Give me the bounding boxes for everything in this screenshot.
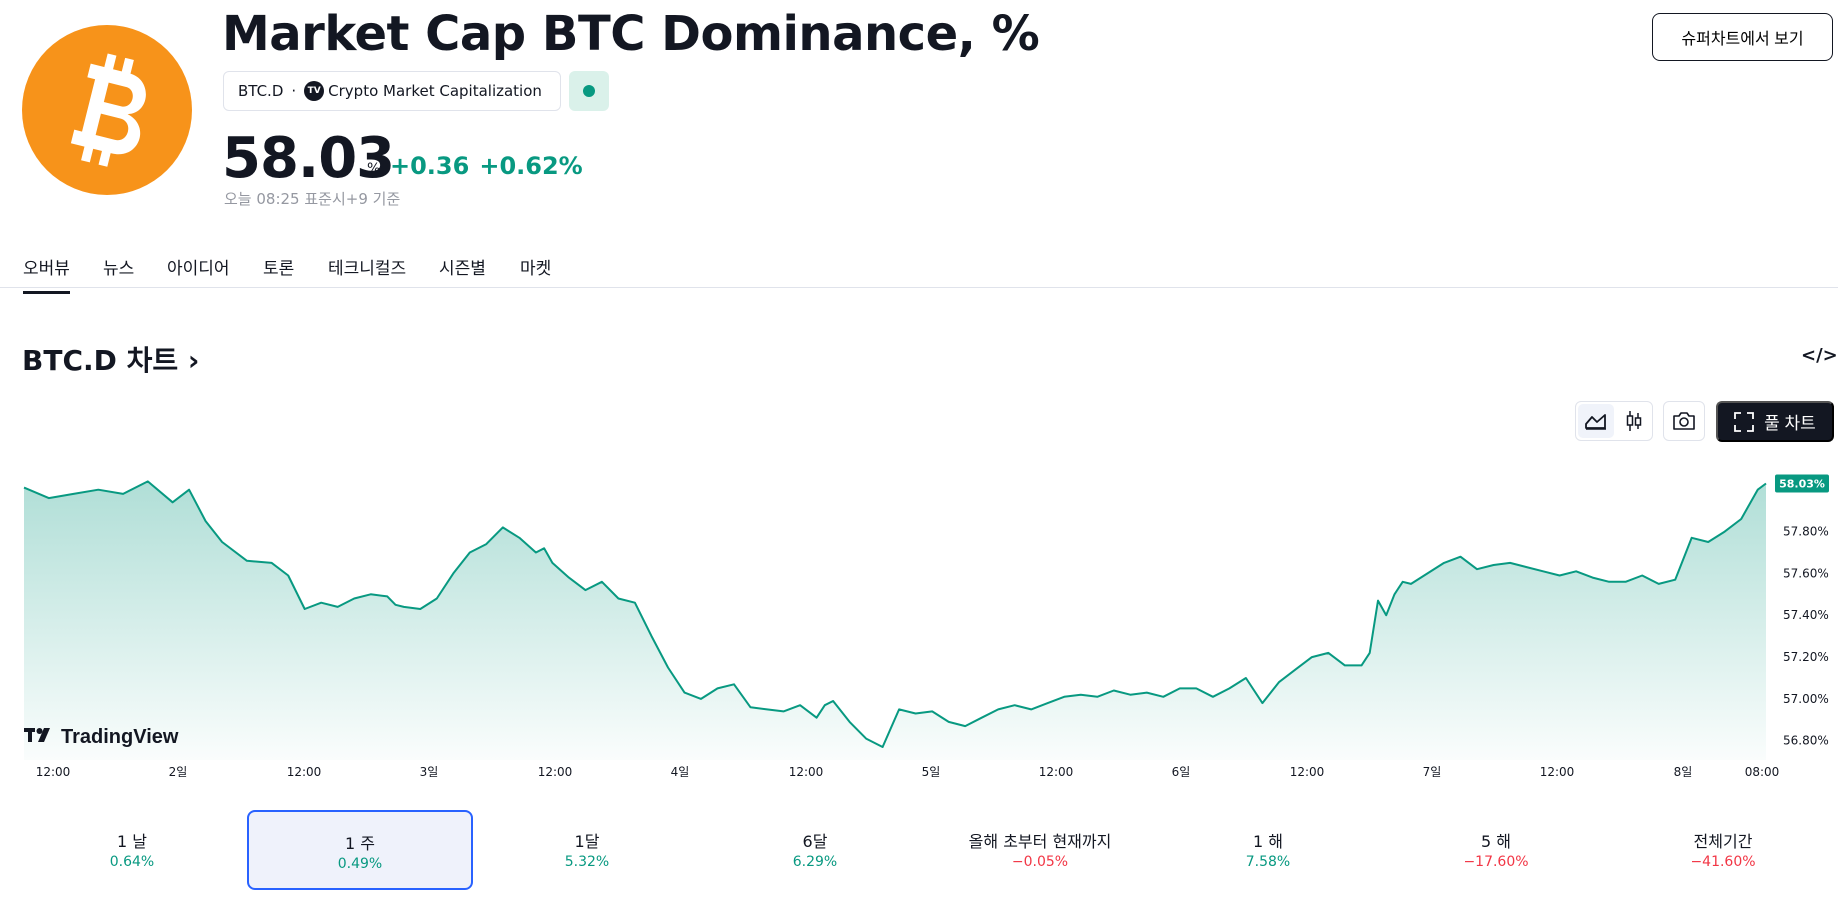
change-percent: +0.62% — [479, 152, 583, 180]
period-6[interactable]: 5 해 −17.60% — [1383, 810, 1609, 890]
period-change: −0.05% — [1011, 854, 1069, 870]
x-tick-label: 12:00 — [538, 765, 573, 779]
x-tick-label: 8일 — [1674, 765, 1693, 779]
bitcoin-logo — [22, 25, 192, 195]
symbol-ticker: BTC.D — [238, 82, 284, 100]
y-tick-label: 57.80% — [1783, 525, 1829, 539]
tab-overview[interactable]: 오버뷰 — [23, 254, 70, 294]
area-chart-button[interactable] — [1578, 404, 1614, 438]
x-axis: 12:00 2일 12:00 3일 12:00 4일 12:00 5일 12:00 6일 12:00… — [36, 765, 1780, 779]
x-tick-label: 12:00 — [287, 765, 322, 779]
period-change: 0.64% — [109, 854, 155, 870]
price-timestamp: 오늘 08:25 표준시+9 기준 — [224, 190, 401, 208]
area-chart-icon — [1585, 414, 1606, 430]
y-tick-label: 57.20% — [1783, 650, 1829, 664]
y-tick-label: 57.60% — [1783, 566, 1829, 580]
tradingview-watermark[interactable]: TradingView — [24, 726, 179, 748]
supercharts-button[interactable]: 슈퍼차트에서 보기 — [1652, 13, 1833, 61]
period-label: 1 날 — [117, 832, 147, 851]
period-change: 6.29% — [792, 854, 838, 870]
tab-discussion[interactable]: 토론 — [263, 259, 295, 279]
page-title: Market Cap BTC Dominance, % — [222, 6, 1040, 62]
period-label: 1 해 — [1253, 832, 1283, 851]
chart-style-toggle — [1575, 401, 1653, 441]
market-status-button[interactable] — [569, 71, 609, 111]
tradingview-icon: TV — [304, 81, 325, 101]
tab-markets[interactable]: 마켓 — [520, 259, 552, 279]
fullscreen-icon — [1734, 411, 1755, 432]
symbol-source: Crypto Market Capitalization — [328, 82, 542, 100]
price-unit: % — [367, 161, 381, 177]
x-tick-label: 2일 — [169, 765, 188, 779]
chevron-right-icon: › — [187, 344, 200, 377]
tradingview-logo-icon — [24, 728, 50, 742]
tab-technicals[interactable]: 테크니컬즈 — [328, 259, 407, 279]
period-label: 5 해 — [1481, 832, 1511, 851]
x-tick-label: 12:00 — [1039, 765, 1074, 779]
y-tick-label: 57.40% — [1783, 608, 1829, 622]
x-tick-label: 12:00 — [1540, 765, 1575, 779]
period-3[interactable]: 6달 6.29% — [702, 810, 928, 890]
symbol-separator: · — [291, 82, 297, 100]
tab-bar: 오버뷰 뉴스 아이디어 토론 테크니컬즈 시즌별 마켓 — [0, 248, 1838, 294]
period-label: 전체기간 — [1693, 832, 1753, 851]
price-change: +0.36 +0.62% — [390, 152, 583, 180]
period-5[interactable]: 1 해 7.58% — [1155, 810, 1381, 890]
chart-section-title[interactable]: BTC.D 차트 › — [22, 339, 199, 379]
period-change: −41.60% — [1690, 854, 1756, 870]
last-price-badge — [1775, 474, 1829, 493]
bitcoin-icon — [70, 53, 146, 167]
change-absolute: +0.36 — [390, 152, 470, 180]
last-price-text: 58.03% — [1779, 477, 1825, 490]
y-axis: 57.80% 57.60% 57.40% 57.20% 57.00% 56.80% — [1783, 525, 1829, 748]
tab-news[interactable]: 뉴스 — [103, 259, 135, 279]
chart-title-text: BTC.D 차트 — [22, 344, 179, 377]
tradingview-wordmark: TradingView — [61, 726, 179, 748]
period-change: 7.58% — [1245, 854, 1291, 870]
x-tick-label: 08:00 — [1745, 765, 1780, 779]
status-dot-icon — [583, 85, 595, 97]
period-change: 5.32% — [564, 854, 610, 870]
period-change: −17.60% — [1463, 854, 1529, 870]
x-tick-label: 6일 — [1172, 765, 1191, 779]
chart-area-fill — [24, 481, 1766, 760]
code-icon[interactable]: </> — [1801, 345, 1838, 366]
period-0[interactable]: 1 날 0.64% — [19, 810, 245, 890]
symbol-info[interactable]: BTC.D · TV Crypto Market Capitalization — [223, 71, 561, 111]
x-tick-label: 3일 — [420, 765, 439, 779]
candles-icon — [1626, 411, 1642, 431]
y-tick-label: 57.00% — [1783, 692, 1829, 706]
performance-periods: 1 날 0.64% 1 주 0.49% 1달 5.32% 6달 6.29% 올해 초부터 현재까… — [0, 810, 1838, 890]
full-chart-label: 풀 차트 — [1764, 414, 1816, 433]
snapshot-button[interactable] — [1663, 401, 1705, 441]
x-tick-label: 12:00 — [36, 765, 71, 779]
current-price: 58.03 — [222, 126, 395, 191]
price-chart[interactable]: 57.80% 57.60% 57.40% 57.20% 57.00% 56.80% 12:… — [0, 455, 1838, 785]
period-2[interactable]: 1달 5.32% — [474, 810, 700, 890]
camera-icon — [1673, 412, 1695, 430]
x-tick-label: 4일 — [671, 765, 690, 779]
x-tick-label: 7일 — [1423, 765, 1442, 779]
period-label: 1 주 — [345, 834, 375, 853]
period-label: 1달 — [574, 832, 600, 851]
y-tick-label: 56.80% — [1783, 734, 1829, 748]
x-tick-label: 5일 — [922, 765, 941, 779]
tab-ideas[interactable]: 아이디어 — [167, 259, 230, 279]
period-1[interactable]: 1 주 0.49% — [247, 810, 473, 890]
period-label: 6달 — [802, 832, 828, 851]
candles-chart-button[interactable] — [1616, 404, 1652, 438]
period-change: 0.49% — [337, 856, 383, 872]
last-price-label: 58.03% — [1775, 474, 1829, 493]
period-7[interactable]: 전체기간 −41.60% — [1610, 810, 1836, 890]
period-label: 올해 초부터 현재까지 — [968, 832, 1112, 851]
tab-seasonals[interactable]: 시즌별 — [439, 259, 486, 279]
x-tick-label: 12:00 — [789, 765, 824, 779]
period-4[interactable]: 올해 초부터 현재까지 −0.05% — [927, 810, 1153, 890]
chart-series-line — [23, 480, 1767, 748]
full-chart-button[interactable]: 풀 차트 — [1716, 401, 1834, 442]
x-tick-label: 12:00 — [1290, 765, 1325, 779]
